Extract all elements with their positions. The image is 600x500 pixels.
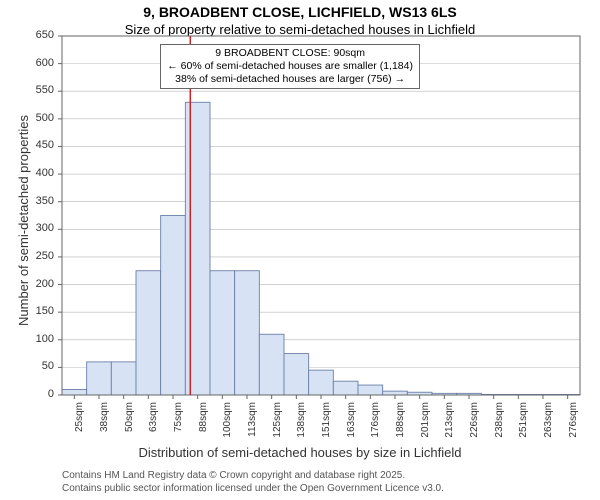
y-tick-label: 550 xyxy=(0,84,54,96)
info-line-2: ← 60% of semi-detached houses are smalle… xyxy=(167,60,413,73)
x-tick-label: 251sqm xyxy=(518,402,529,452)
chart-container: 9, BROADBENT CLOSE, LICHFIELD, WS13 6LS … xyxy=(0,0,600,500)
x-tick-label: 63sqm xyxy=(148,402,159,452)
y-tick-label: 650 xyxy=(0,29,54,41)
x-tick-label: 263sqm xyxy=(543,402,554,452)
info-line-3: 38% of semi-detached houses are larger (… xyxy=(167,73,413,86)
x-tick-label: 163sqm xyxy=(346,402,357,452)
y-tick-label: 600 xyxy=(0,57,54,69)
y-tick-label: 0 xyxy=(0,388,54,400)
x-tick-label: 176sqm xyxy=(370,402,381,452)
x-tick-label: 113sqm xyxy=(247,402,258,452)
y-tick-label: 250 xyxy=(0,250,54,262)
footer-line-1: Contains HM Land Registry data © Crown c… xyxy=(62,470,405,481)
x-tick-label: 138sqm xyxy=(296,402,307,452)
x-tick-label: 226sqm xyxy=(469,402,480,452)
x-tick-label: 38sqm xyxy=(99,402,110,452)
x-tick-label: 25sqm xyxy=(74,402,85,452)
y-tick-label: 300 xyxy=(0,222,54,234)
x-tick-label: 276sqm xyxy=(568,402,579,452)
y-tick-label: 150 xyxy=(0,305,54,317)
y-tick-label: 350 xyxy=(0,195,54,207)
x-tick-label: 88sqm xyxy=(198,402,209,452)
x-tick-label: 50sqm xyxy=(124,402,135,452)
x-tick-label: 238sqm xyxy=(494,402,505,452)
x-tick-label: 125sqm xyxy=(272,402,283,452)
info-line-1: 9 BROADBENT CLOSE: 90sqm xyxy=(167,47,413,60)
x-tick-label: 100sqm xyxy=(222,402,233,452)
y-tick-label: 200 xyxy=(0,278,54,290)
y-tick-label: 450 xyxy=(0,139,54,151)
x-tick-label: 188sqm xyxy=(395,402,406,452)
x-tick-label: 201sqm xyxy=(420,402,431,452)
y-tick-label: 50 xyxy=(0,360,54,372)
x-tick-label: 75sqm xyxy=(173,402,184,452)
x-tick-label: 151sqm xyxy=(321,402,332,452)
marker-info-box: 9 BROADBENT CLOSE: 90sqm ← 60% of semi-d… xyxy=(160,44,420,89)
footer-line-2: Contains public sector information licen… xyxy=(62,483,444,494)
y-tick-label: 100 xyxy=(0,333,54,345)
x-tick-label: 213sqm xyxy=(444,402,455,452)
y-tick-label: 400 xyxy=(0,167,54,179)
y-tick-label: 500 xyxy=(0,112,54,124)
